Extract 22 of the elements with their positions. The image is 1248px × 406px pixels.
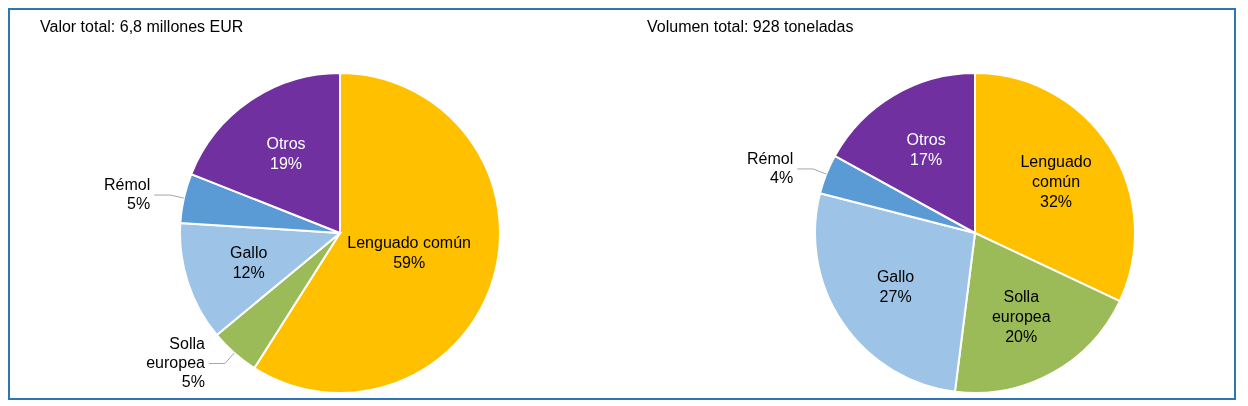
slice-label: Lenguado común: [1020, 152, 1092, 190]
data-label: 4%: [770, 168, 794, 186]
slice-label: Lenguado común: [347, 234, 471, 252]
slice-label: Otros: [266, 134, 306, 152]
slice-label: Solla europea: [146, 335, 206, 372]
data-label: 12%: [232, 263, 265, 281]
slice-label: Gallo: [876, 267, 915, 285]
slice-label: Otros: [906, 131, 946, 149]
data-label: 20%: [1005, 328, 1038, 346]
data-label: 5%: [127, 195, 151, 213]
data-label: 17%: [910, 151, 943, 169]
slice-label: Rémol: [103, 176, 151, 194]
chart-title: Valor total: 6,8 millones EUR: [40, 18, 244, 36]
data-label: 27%: [879, 287, 912, 305]
slice-label: Rémol: [746, 149, 794, 167]
data-label: 32%: [1040, 192, 1073, 210]
slice-label: Gallo: [230, 243, 268, 261]
data-label: 5%: [181, 373, 205, 391]
data-label: 19%: [270, 154, 303, 172]
chart-title: Volumen total: 928 toneladas: [647, 18, 854, 36]
data-label: 59%: [393, 254, 426, 272]
slice-label: Solla europea: [991, 288, 1051, 326]
